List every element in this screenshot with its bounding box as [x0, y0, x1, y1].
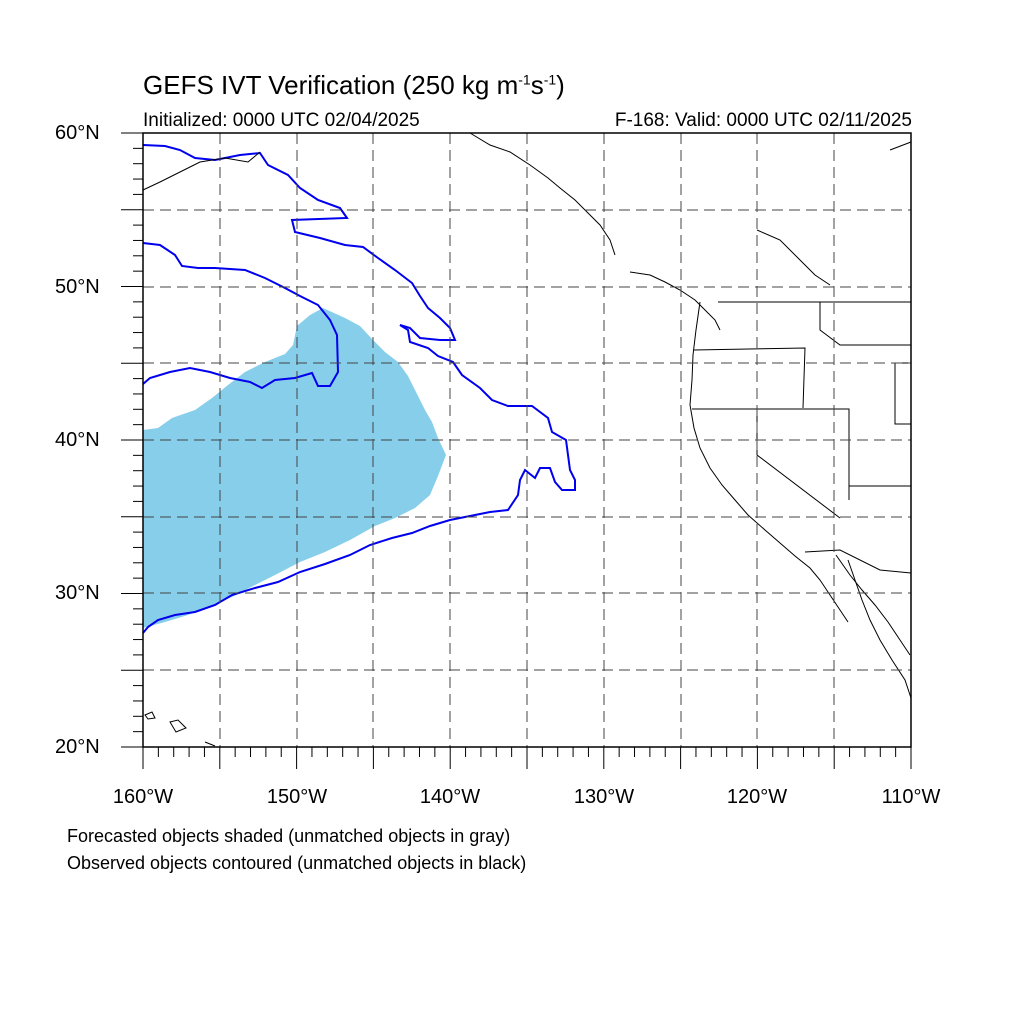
- lon-label-140w: 140°W: [419, 786, 481, 808]
- gulf-of-california: [847, 559, 912, 699]
- observed-note: Observed objects contoured (unmatched ob…: [67, 853, 527, 873]
- lat-label-20n: 20°N: [55, 736, 100, 758]
- us-west-coast: [689, 301, 849, 623]
- observed-contour-north: [142, 144, 457, 341]
- forecast-note: Forecasted objects shaded (unmatched obj…: [67, 826, 511, 846]
- us-mexico-border: [804, 549, 912, 574]
- hawaii-islands: [144, 711, 216, 747]
- canada-coast: [629, 271, 721, 331]
- lon-label-110w: 110°W: [881, 786, 941, 808]
- valid-time-label: F-168: Valid: 0000 UTC 02/11/2025: [614, 110, 912, 131]
- california-border: [692, 408, 850, 500]
- baja-coast: [835, 554, 911, 656]
- grid: [143, 133, 911, 747]
- alaska-coast: [142, 151, 261, 191]
- bc-north: [756, 141, 912, 286]
- alaska-panhandle: [469, 132, 616, 256]
- lon-label-120w: 120°W: [726, 786, 788, 808]
- lon-label-160w: 160°W: [112, 786, 174, 808]
- forecast-object: [143, 308, 446, 628]
- coastlines: [142, 132, 912, 747]
- init-time-label: Initialized: 0000 UTC 02/04/2025: [143, 110, 420, 131]
- observed-contour-south: [142, 242, 340, 390]
- lat-label-60n: 60°N: [55, 122, 100, 144]
- lat-label-50n: 50°N: [55, 276, 100, 298]
- lon-label-150w: 150°W: [266, 786, 328, 808]
- oregon-border: [693, 347, 806, 409]
- lat-label-40n: 40°N: [55, 429, 100, 451]
- observed-contour-southeast: [142, 324, 576, 634]
- nevada-ca-diagonal: [756, 409, 841, 519]
- tick-marks: [121, 132, 912, 769]
- lat-label-30n: 30°N: [55, 582, 100, 604]
- lon-label-130w: 130°W: [573, 786, 635, 808]
- observed-objects: [142, 144, 576, 634]
- chart-title: GEFS IVT Verification (250 kg m-1s-1): [143, 70, 565, 100]
- state-border-east: [819, 302, 911, 487]
